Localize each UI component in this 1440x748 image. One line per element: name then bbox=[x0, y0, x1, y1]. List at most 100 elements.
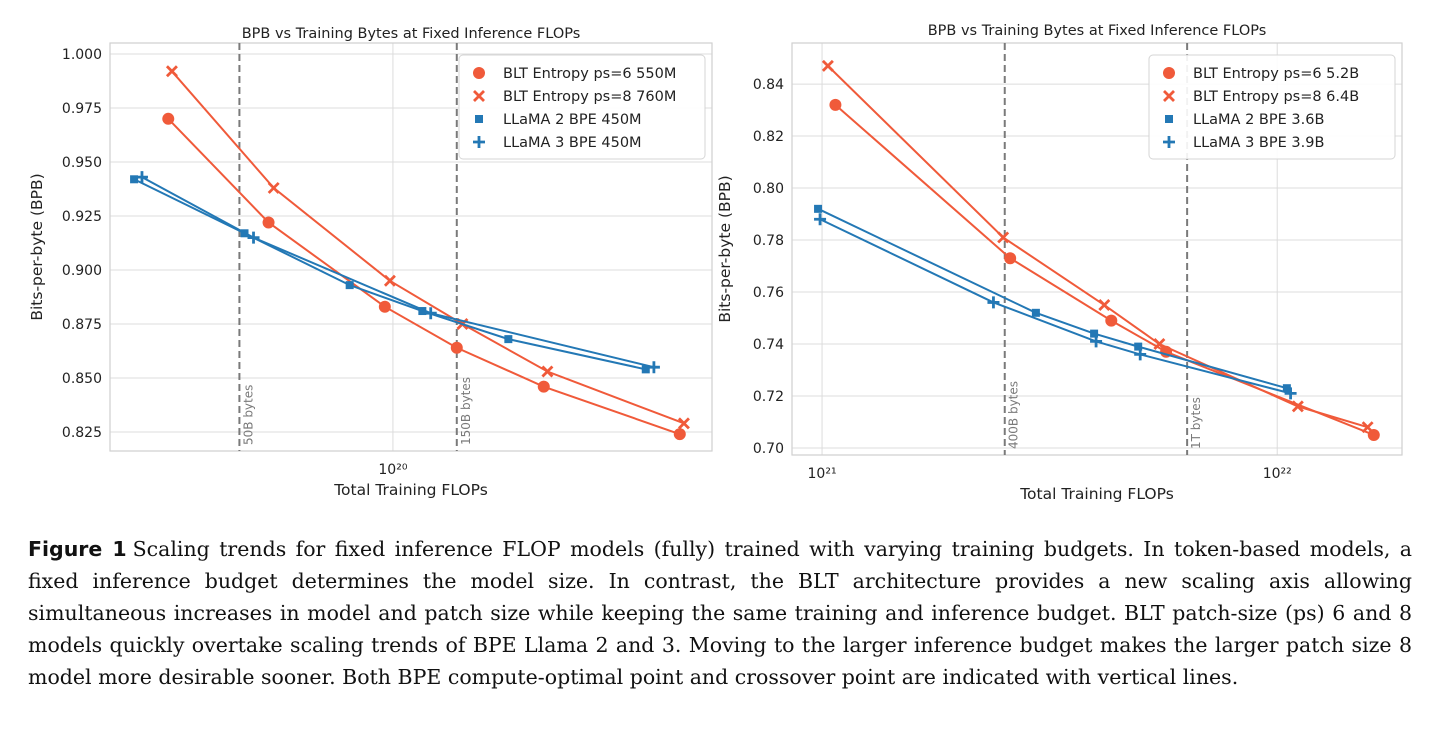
data-point bbox=[424, 307, 437, 320]
legend-marker bbox=[473, 67, 485, 79]
legend-label: LLaMA 3 BPE 3.9B bbox=[1193, 135, 1324, 151]
data-point bbox=[1284, 387, 1297, 400]
legend-marker bbox=[1163, 136, 1175, 148]
y-tick-label: 0.925 bbox=[62, 209, 102, 225]
x-tick-label: 10²⁰ bbox=[378, 462, 407, 478]
caption-text: Scaling trends for fixed inference FLOP … bbox=[28, 537, 1413, 689]
data-point bbox=[821, 59, 834, 72]
data-point bbox=[829, 98, 842, 111]
data-point bbox=[1090, 329, 1099, 338]
y-tick-label: 0.74 bbox=[753, 337, 784, 353]
caption: Figure 1 Scaling trends for fixed inferen… bbox=[28, 533, 1412, 693]
series-line bbox=[817, 207, 1288, 390]
data-point bbox=[162, 112, 175, 125]
y-tick-label: 0.950 bbox=[62, 155, 102, 171]
reference-line-label: 150B bytes bbox=[459, 377, 473, 445]
y-tick-label: 0.825 bbox=[62, 425, 102, 441]
x-tick-label: 10²² bbox=[1263, 466, 1292, 482]
series-line bbox=[167, 118, 681, 436]
legend-marker bbox=[473, 90, 485, 102]
plot-frame bbox=[109, 42, 713, 452]
y-axis-label: Bits-per-byte (BPB) bbox=[716, 175, 734, 322]
data-point bbox=[267, 181, 280, 194]
data-point bbox=[647, 361, 660, 374]
data-point bbox=[262, 216, 275, 229]
legend-marker bbox=[475, 115, 483, 123]
x-axis-label: Total Training FLOPs bbox=[1019, 485, 1174, 503]
data-point bbox=[247, 231, 260, 244]
data-point bbox=[383, 274, 396, 287]
data-point bbox=[814, 204, 823, 213]
data-point bbox=[1134, 348, 1147, 361]
legend-marker bbox=[1163, 67, 1175, 79]
data-point bbox=[641, 365, 650, 374]
series-line bbox=[171, 70, 685, 425]
reference-line-label: 50B bytes bbox=[241, 385, 255, 445]
data-point bbox=[130, 175, 139, 184]
legend-label: LLaMA 3 BPE 450M bbox=[503, 135, 642, 151]
caption-label: Figure 1 bbox=[28, 537, 127, 561]
legend-label: BLT Entropy ps=8 6.4B bbox=[1193, 89, 1359, 105]
y-tick-label: 0.900 bbox=[62, 263, 102, 279]
legend-marker bbox=[1165, 115, 1173, 123]
legend-label: LLaMA 2 BPE 450M bbox=[503, 112, 642, 128]
data-point bbox=[165, 65, 178, 78]
y-tick-label: 0.80 bbox=[753, 181, 784, 197]
data-point bbox=[1153, 338, 1166, 350]
y-axis-label: Bits-per-byte (BPB) bbox=[28, 173, 46, 320]
data-point bbox=[1282, 384, 1291, 393]
x-axis-label: Total Training FLOPs bbox=[333, 481, 488, 499]
plot-frame bbox=[791, 42, 1403, 456]
series-line bbox=[141, 176, 655, 369]
data-point bbox=[997, 231, 1010, 244]
data-point bbox=[504, 335, 513, 344]
y-tick-label: 0.975 bbox=[62, 101, 102, 117]
reference-line-label: 400B bytes bbox=[1007, 381, 1021, 449]
data-point bbox=[1105, 314, 1118, 327]
chart-title: BPB vs Training Bytes at Fixed Inference… bbox=[928, 23, 1267, 39]
y-tick-label: 0.72 bbox=[753, 389, 784, 405]
data-point bbox=[418, 307, 427, 316]
data-point bbox=[673, 428, 686, 441]
legend-label: BLT Entropy ps=6 550M bbox=[503, 66, 676, 82]
y-tick-label: 0.82 bbox=[753, 129, 784, 145]
data-point bbox=[378, 300, 391, 313]
legend bbox=[1148, 54, 1396, 160]
data-point bbox=[814, 213, 827, 226]
y-tick-label: 0.70 bbox=[753, 441, 784, 457]
legend-marker bbox=[473, 136, 485, 148]
y-tick-label: 1.000 bbox=[62, 47, 102, 63]
data-point bbox=[450, 341, 463, 354]
y-tick-label: 0.84 bbox=[753, 77, 784, 93]
reference-line-label: 1T bytes bbox=[1189, 397, 1203, 449]
data-point bbox=[1134, 342, 1143, 351]
legend-label: BLT Entropy ps=8 760M bbox=[503, 89, 676, 105]
data-point bbox=[1031, 308, 1040, 317]
figure: BPB vs Training Bytes at Fixed Inference… bbox=[28, 23, 1403, 503]
legend bbox=[458, 54, 706, 160]
data-point bbox=[541, 365, 554, 378]
y-tick-label: 0.78 bbox=[753, 233, 784, 249]
data-point bbox=[1098, 299, 1111, 312]
series-line bbox=[827, 65, 1368, 429]
data-point bbox=[1291, 400, 1304, 413]
x-tick-label: 10²¹ bbox=[808, 466, 837, 482]
y-tick-label: 0.875 bbox=[62, 317, 102, 333]
y-tick-label: 0.76 bbox=[753, 285, 784, 301]
legend-label: LLaMA 2 BPE 3.6B bbox=[1193, 112, 1324, 128]
data-point bbox=[1090, 335, 1103, 348]
legend-marker bbox=[1163, 90, 1175, 102]
data-point bbox=[1004, 252, 1017, 265]
data-point bbox=[135, 171, 148, 184]
data-point bbox=[537, 380, 550, 393]
data-point bbox=[345, 281, 354, 290]
chart-title: BPB vs Training Bytes at Fixed Inference… bbox=[242, 26, 581, 42]
series-line bbox=[819, 218, 1291, 395]
data-point bbox=[1361, 421, 1374, 434]
legend-label: BLT Entropy ps=6 5.2B bbox=[1193, 66, 1359, 82]
data-point bbox=[987, 296, 1000, 309]
data-point bbox=[677, 417, 690, 430]
y-tick-label: 0.850 bbox=[62, 371, 102, 387]
series-line bbox=[133, 178, 646, 371]
